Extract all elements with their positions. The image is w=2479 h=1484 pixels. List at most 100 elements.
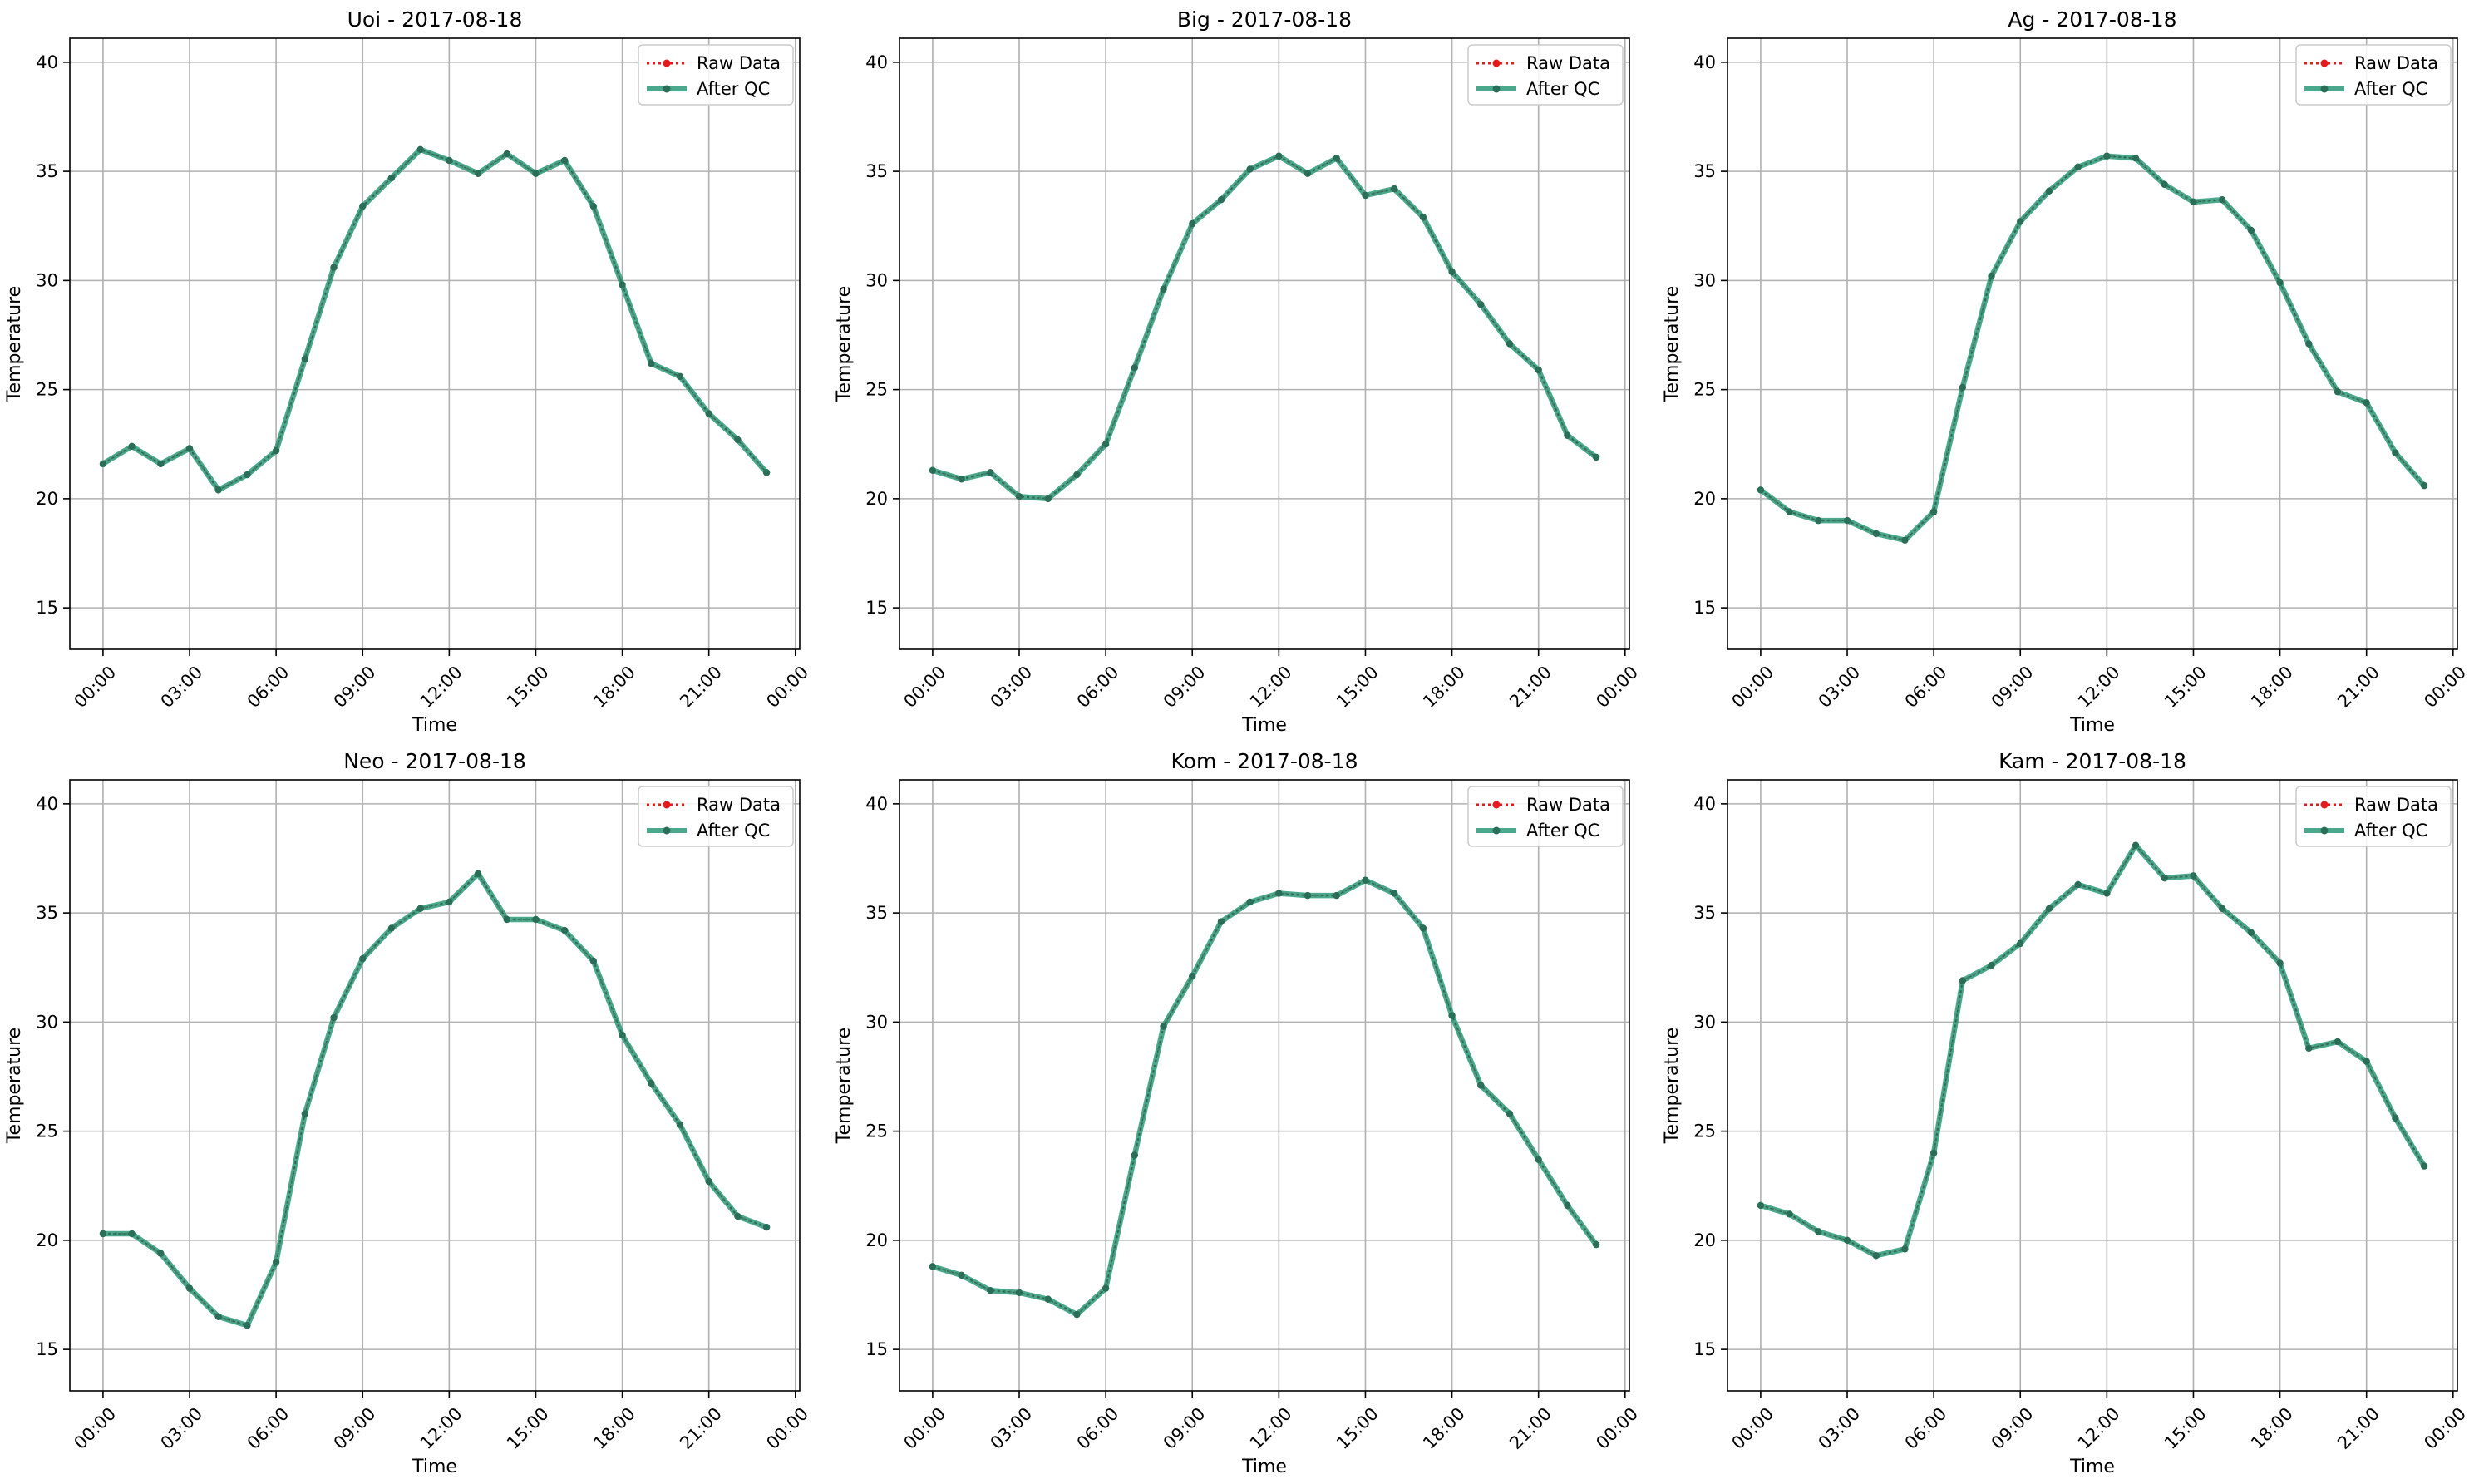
y-tick-label: 35 — [36, 161, 58, 181]
legend: Raw Data After QC — [1467, 44, 1624, 106]
after-qc-point — [1448, 1012, 1456, 1019]
legend-label-after-qc: After QC — [1526, 79, 1599, 99]
x-tick-label: 09:00 — [330, 662, 380, 712]
x-tick-label: 18:00 — [2247, 1403, 2297, 1453]
after-qc-point — [1390, 890, 1398, 897]
after-qc-point — [619, 1031, 626, 1039]
after-qc-point — [1929, 1149, 1938, 1157]
after-qc-point — [446, 156, 453, 165]
legend-label-raw-data: Raw Data — [1526, 795, 1610, 815]
after-qc-point — [128, 1230, 136, 1238]
axes-frame — [1727, 779, 2458, 1392]
after-qc-point — [2420, 481, 2428, 490]
after-qc-point — [416, 145, 424, 154]
x-tick-label: 15:00 — [503, 1403, 553, 1453]
after-qc-point — [762, 1223, 771, 1231]
series-line-after-qc — [1758, 153, 2427, 543]
after-qc-point — [2074, 163, 2082, 171]
after-qc-point — [214, 486, 222, 494]
y-tick-label: 20 — [36, 1230, 58, 1250]
y-tick-label: 35 — [865, 161, 888, 181]
after-qc-point — [99, 460, 107, 468]
after-qc-point — [1362, 876, 1369, 884]
after-qc-point — [1535, 366, 1542, 374]
x-tick-label: 00:00 — [1592, 1403, 1642, 1453]
after-qc-point — [1757, 1201, 1765, 1210]
after-qc-point — [734, 436, 742, 444]
chart-title: Uoi - 2017-08-18 — [347, 7, 523, 32]
axes-frame — [899, 779, 1630, 1392]
after-qc-point — [2161, 874, 2168, 882]
after-qc-point — [1333, 155, 1340, 162]
after-qc-point — [560, 156, 569, 165]
x-tick-label: 09:00 — [330, 1403, 380, 1453]
after-qc-point — [1333, 891, 1340, 900]
after-qc-point — [1189, 219, 1196, 228]
after-qc-point — [2420, 1162, 2428, 1170]
after-qc-point — [1246, 165, 1254, 173]
after-qc-point — [2334, 1038, 2342, 1046]
axes-frame — [69, 779, 801, 1392]
series-line-after-qc-overlay — [932, 879, 1597, 1316]
y-tick-label: 40 — [865, 794, 888, 814]
after-qc-point — [1304, 891, 1312, 900]
after-qc-point — [99, 1230, 107, 1238]
chart-panel-1: Uoi - 2017-08-18 15 20 25 30 35 40 00:00 03:00 06… — [4, 7, 812, 736]
legend-label-raw-data: Raw Data — [697, 53, 781, 73]
y-tick-label: 35 — [1693, 161, 1716, 181]
after-qc-point — [1102, 441, 1110, 448]
after-qc-point — [1102, 1284, 1110, 1292]
chart-panel-5: Kom - 2017-08-18 15 20 25 30 35 40 00:00 03:00 06… — [834, 749, 1642, 1477]
y-tick-label: 25 — [1693, 380, 1716, 400]
y-axis-label: Temperature — [1662, 286, 1683, 402]
after-qc-point — [589, 957, 598, 965]
y-tick-label: 30 — [1693, 270, 1716, 290]
after-qc-point — [185, 445, 194, 452]
after-qc-point — [2392, 1114, 2399, 1122]
after-qc-point — [503, 150, 510, 158]
after-qc-point — [589, 202, 598, 210]
x-axis-label: Time — [1241, 1457, 1287, 1477]
after-qc-point — [1044, 1295, 1052, 1303]
after-qc-point — [2392, 449, 2399, 456]
after-qc-point — [1901, 1245, 1909, 1253]
legend-marker-after-qc — [1492, 826, 1501, 835]
after-qc-point — [330, 264, 338, 271]
legend-marker-after-qc — [2320, 85, 2329, 93]
y-axis-label: Temperature — [834, 286, 855, 402]
after-qc-point — [2276, 279, 2284, 287]
y-tick-label: 25 — [1693, 1122, 1716, 1141]
after-qc-point — [1419, 924, 1427, 932]
legend-marker-after-qc — [663, 85, 671, 93]
after-qc-point — [1160, 1023, 1167, 1030]
after-qc-point — [446, 898, 453, 906]
legend-marker-after-qc — [2320, 826, 2329, 835]
legend-marker-raw-data — [1492, 59, 1501, 67]
after-qc-point — [128, 442, 136, 451]
legend: Raw Data After QC — [638, 44, 794, 106]
x-tick-label: 03:00 — [987, 662, 1037, 712]
after-qc-point — [2363, 1058, 2370, 1065]
after-qc-point — [1959, 383, 1967, 392]
chart-title: Kom - 2017-08-18 — [1171, 749, 1358, 773]
after-qc-point — [416, 905, 424, 913]
y-tick-label: 20 — [1693, 489, 1716, 509]
chart-panel-2: Big - 2017-08-18 15 20 25 30 35 40 00:00 03:00 06… — [834, 7, 1642, 736]
series-line-raw-data — [1760, 155, 2426, 542]
after-qc-point — [1160, 285, 1167, 293]
after-qc-point — [1362, 191, 1369, 200]
legend-label-raw-data: Raw Data — [1526, 53, 1610, 73]
after-qc-point — [2190, 198, 2197, 206]
x-tick-label: 21:00 — [676, 662, 726, 712]
y-tick-label: 40 — [865, 52, 888, 72]
series-line-after-qc-overlay — [932, 155, 1597, 500]
after-qc-point — [1015, 493, 1023, 500]
series-line-raw-data — [102, 148, 768, 492]
after-qc-point — [1073, 1310, 1081, 1319]
after-qc-point — [503, 915, 510, 924]
series-line-after-qc — [931, 877, 1599, 1318]
x-tick-label: 15:00 — [1333, 1403, 1382, 1453]
y-tick-label: 15 — [36, 1339, 58, 1359]
x-axis-label: Time — [412, 1457, 457, 1477]
after-qc-point — [1988, 272, 1995, 280]
